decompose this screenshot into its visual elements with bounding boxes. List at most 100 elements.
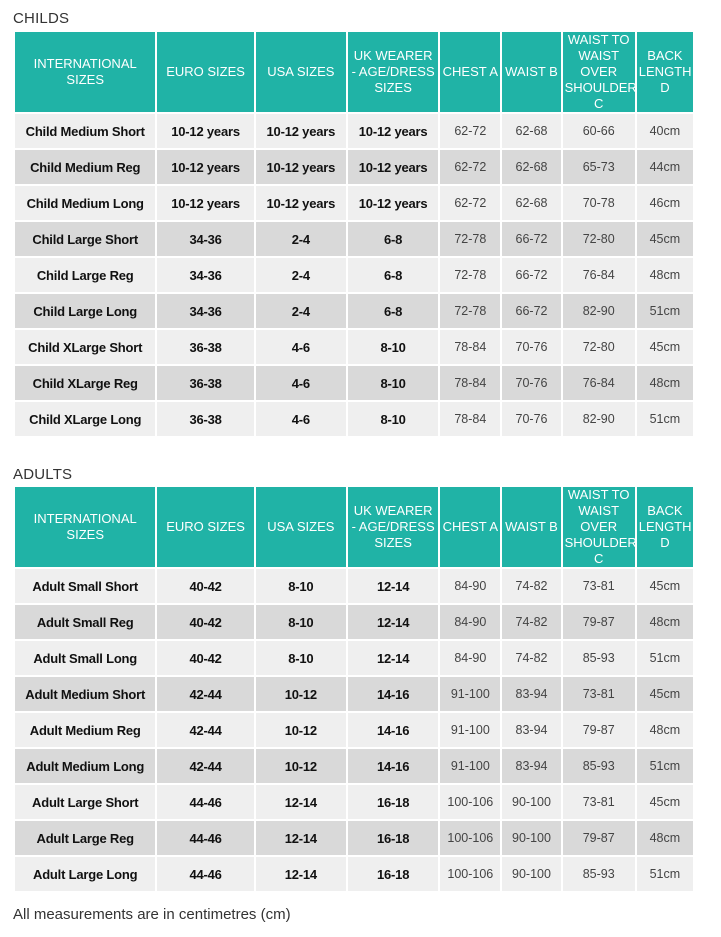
waist-to-waist-cell: 85-93 [562,857,635,891]
waist-to-waist-cell: 85-93 [562,641,635,675]
euro-size-cell: 36-38 [157,402,254,436]
usa-size-cell: 10-12 years [255,114,346,148]
size-name-cell: Adult Large Long [15,857,156,891]
table-row: Child Large Short 34-36 2-4 6-8 72-78 66-72 72… [15,222,693,256]
euro-size-cell: 40-42 [157,641,254,675]
uk-size-cell: 8-10 [347,366,439,400]
size-name-cell: Adult Small Short [15,569,156,603]
waist-cell: 83-94 [502,713,561,747]
back-length-cell: 46cm [636,186,693,220]
back-length-cell: 45cm [636,569,693,603]
table-row: Adult Medium Short 42-44 10-12 14-16 91-100 8… [15,677,693,711]
header-international-sizes: INTERNATIONAL SIZES [15,487,156,567]
waist-to-waist-cell: 72-80 [562,330,635,364]
usa-size-cell: 2-4 [255,222,346,256]
waist-cell: 70-76 [502,330,561,364]
chest-cell: 62-72 [440,150,501,184]
back-length-cell: 51cm [636,641,693,675]
size-name-cell: Adult Large Reg [15,821,156,855]
size-name-cell: Adult Small Long [15,641,156,675]
header-uk-sizes: UK WEARER - AGE/DRESS SIZES [347,32,439,112]
size-name-cell: Adult Large Short [15,785,156,819]
size-name-cell: Child Medium Reg [15,150,156,184]
chest-cell: 78-84 [440,330,501,364]
chest-cell: 62-72 [440,186,501,220]
waist-cell: 90-100 [502,821,561,855]
chest-cell: 62-72 [440,114,501,148]
header-usa-sizes: USA SIZES [255,487,346,567]
table-row: Adult Small Reg 40-42 8-10 12-14 84-90 74-82 7… [15,605,693,639]
euro-size-cell: 40-42 [157,605,254,639]
waist-to-waist-cell: 60-66 [562,114,635,148]
uk-size-cell: 8-10 [347,330,439,364]
euro-size-cell: 42-44 [157,677,254,711]
waist-to-waist-cell: 82-90 [562,402,635,436]
usa-size-cell: 4-6 [255,366,346,400]
usa-size-cell: 4-6 [255,330,346,364]
header-chest: CHEST A [440,487,501,567]
waist-to-waist-cell: 73-81 [562,677,635,711]
size-name-cell: Child Medium Short [15,114,156,148]
waist-cell: 74-82 [502,641,561,675]
waist-cell: 83-94 [502,749,561,783]
table-row: Child Large Long 34-36 2-4 6-8 72-78 66-72 82-… [15,294,693,328]
uk-size-cell: 12-14 [347,641,439,675]
header-back-length: BACK LENGTH D [636,32,693,112]
uk-size-cell: 6-8 [347,294,439,328]
back-length-cell: 45cm [636,785,693,819]
usa-size-cell: 10-12 years [255,150,346,184]
euro-size-cell: 42-44 [157,713,254,747]
waist-to-waist-cell: 85-93 [562,749,635,783]
chest-cell: 100-106 [440,857,501,891]
header-waist: WAIST B [502,487,561,567]
table-row: Adult Small Long 40-42 8-10 12-14 84-90 74-82… [15,641,693,675]
table-row: Adult Large Reg 44-46 12-14 16-18 100-106 90-… [15,821,693,855]
waist-to-waist-cell: 79-87 [562,821,635,855]
waist-to-waist-cell: 70-78 [562,186,635,220]
back-length-cell: 48cm [636,713,693,747]
header-euro-sizes: EURO SIZES [157,487,254,567]
euro-size-cell: 10-12 years [157,186,254,220]
chest-cell: 78-84 [440,402,501,436]
uk-size-cell: 10-12 years [347,186,439,220]
euro-size-cell: 10-12 years [157,114,254,148]
back-length-cell: 45cm [636,677,693,711]
back-length-cell: 51cm [636,402,693,436]
euro-size-cell: 40-42 [157,569,254,603]
back-length-cell: 45cm [636,330,693,364]
back-length-cell: 51cm [636,749,693,783]
footnote: All measurements are in centimetres (cm) [13,906,291,923]
chest-cell: 72-78 [440,258,501,292]
waist-cell: 62-68 [502,150,561,184]
waist-cell: 62-68 [502,114,561,148]
uk-size-cell: 16-18 [347,821,439,855]
waist-to-waist-cell: 79-87 [562,713,635,747]
waist-to-waist-cell: 73-81 [562,569,635,603]
usa-size-cell: 2-4 [255,258,346,292]
size-name-cell: Child XLarge Long [15,402,156,436]
childs-size-table: INTERNATIONAL SIZES EURO SIZES USA SIZES… [13,30,695,438]
table-row: Child XLarge Reg 36-38 4-6 8-10 78-84 70-76 76… [15,366,693,400]
usa-size-cell: 8-10 [255,641,346,675]
uk-size-cell: 16-18 [347,857,439,891]
usa-size-cell: 10-12 [255,677,346,711]
chest-cell: 72-78 [440,294,501,328]
waist-cell: 66-72 [502,222,561,256]
header-international-sizes: INTERNATIONAL SIZES [15,32,156,112]
table-row: Adult Medium Long 42-44 10-12 14-16 91-100 83… [15,749,693,783]
chest-cell: 78-84 [440,366,501,400]
uk-size-cell: 12-14 [347,569,439,603]
header-waist: WAIST B [502,32,561,112]
back-length-cell: 48cm [636,258,693,292]
chest-cell: 84-90 [440,605,501,639]
chest-cell: 100-106 [440,821,501,855]
euro-size-cell: 34-36 [157,258,254,292]
size-name-cell: Child Large Reg [15,258,156,292]
table-row: Adult Medium Reg 42-44 10-12 14-16 91-100 83-… [15,713,693,747]
waist-cell: 90-100 [502,857,561,891]
usa-size-cell: 8-10 [255,569,346,603]
uk-size-cell: 14-16 [347,713,439,747]
header-waist-to-waist: WAIST TO WAIST OVER SHOULDER C [562,32,637,112]
size-name-cell: Child XLarge Reg [15,366,156,400]
header-usa-sizes: USA SIZES [255,32,346,112]
